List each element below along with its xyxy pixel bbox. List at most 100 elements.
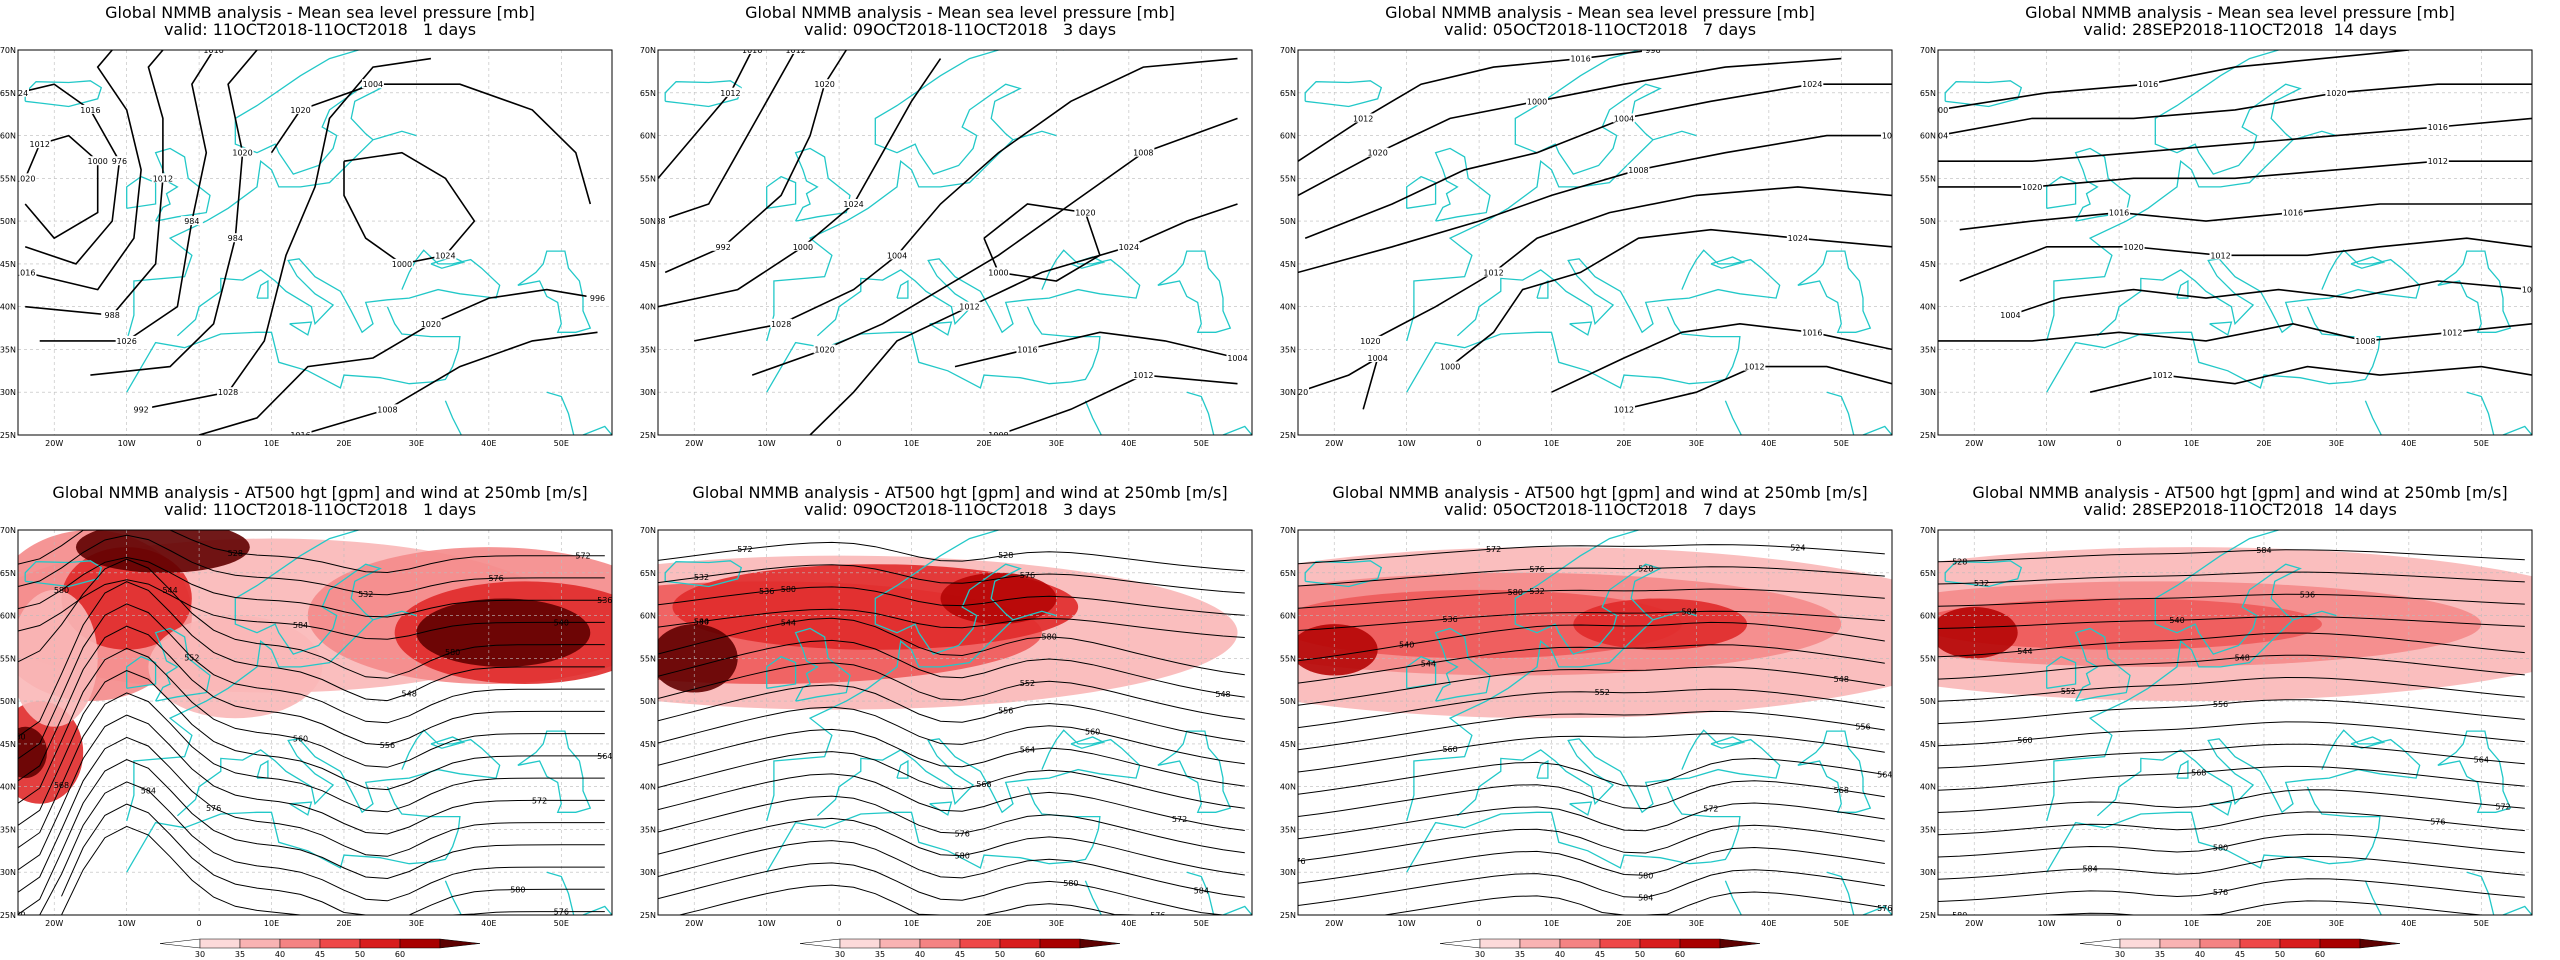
contour-line (39, 781, 605, 915)
contour-label: 556 (998, 707, 1013, 716)
coastline (546, 871, 575, 915)
contour-label: 1016 (15, 268, 35, 277)
latitude-label: 55N (640, 654, 656, 663)
coastline (517, 250, 592, 333)
contour-line (694, 57, 1238, 342)
latitude-label: 65N (640, 89, 656, 98)
latitude-label: 60N (640, 132, 656, 141)
contour-label: 1016 (2522, 286, 2542, 295)
latitude-label: 45N (0, 260, 16, 269)
coastline (444, 880, 463, 915)
contour-label: 556 (380, 741, 395, 750)
coastline (1406, 786, 1741, 873)
contour-line (1298, 710, 1885, 751)
latitude-label: 45N (1280, 260, 1296, 269)
colorbar-swatch (2239, 938, 2281, 949)
contour-label: 540 (554, 618, 569, 627)
coastline (154, 147, 211, 222)
contour-label-bg (130, 404, 153, 414)
contour-line (1938, 743, 2525, 769)
coastline (2046, 130, 2337, 342)
contour-label: 544 (2017, 647, 2032, 656)
latitude-label: 55N (0, 654, 16, 663)
coastline (1434, 147, 1491, 222)
coastline (2176, 279, 2189, 299)
longitude-label: 0 (197, 919, 202, 928)
coastline (1944, 560, 2023, 588)
contour-labels: 528 532 536 540 544 548 552 556 560 564 568 572 576 5… (18, 549, 612, 915)
contour-label: 1024 (435, 251, 455, 260)
longitude-label: 50E (1834, 919, 1849, 928)
jet-stream-shading (18, 589, 98, 727)
contour-label: 976 (112, 157, 127, 166)
coastline (582, 905, 612, 915)
contour-line (658, 564, 1245, 594)
latitude-label: 25N (0, 431, 16, 440)
longitude-label: 40E (1761, 919, 1776, 928)
latitude-label: 55N (0, 174, 16, 183)
latitude-label: 30N (0, 388, 16, 397)
jet-stream-shading (1938, 607, 2018, 659)
mslp-map: 9969889921000100410081012100010041008101… (640, 46, 1253, 448)
contour-label: 1020 (1075, 209, 1095, 218)
coastline (794, 627, 851, 702)
contour-line (1298, 846, 1885, 884)
coastline (1157, 250, 1232, 333)
contour-line (658, 728, 1245, 787)
contour-label: 1000 (1440, 363, 1460, 372)
coastline (1862, 905, 1892, 915)
longitude-label: 10E (1544, 439, 1559, 448)
latitude-label: 70N (1280, 46, 1296, 55)
contour-label: 564 (1020, 746, 1035, 755)
contour-line (1370, 186, 1892, 342)
colorbar-swatch (239, 938, 281, 949)
z500-map: 528 532 536 540 544 548 552 556 560 564 568 572 576 5… (0, 526, 613, 959)
colorbar-tick-label: 40 (1555, 950, 1565, 959)
contour-label: 580 (54, 586, 69, 595)
latitude-label: 60N (1280, 132, 1296, 141)
contour-label: 1016 (1802, 328, 1822, 337)
map-area: 524 528 532 536 540 544 548 552 556 560 564 568 572 5… (1298, 530, 1892, 915)
latitude-label: 40N (1280, 783, 1296, 792)
coastline (1070, 736, 1106, 749)
panel-title: Global NMMB analysis - AT500 hgt [gpm] a… (52, 483, 588, 502)
contour-label: 584 (694, 617, 709, 626)
longitude-label: 10E (264, 919, 279, 928)
coastline (126, 786, 461, 873)
coastline (2466, 391, 2495, 435)
latitude-label: 65N (1280, 89, 1296, 98)
longitude-label: 10E (2184, 919, 2199, 928)
panel-subtitle: valid: 28SEP2018-11OCT2018 14 days (2083, 20, 2397, 39)
contour-label: 1016 (80, 106, 100, 115)
contour-label: 1024 (8, 89, 28, 98)
contour-label: 1000 (1928, 106, 1948, 115)
longitude-label: 50E (554, 439, 569, 448)
colorbar-swatch (2199, 938, 2241, 949)
colorbar-tick-label: 40 (2195, 950, 2205, 959)
colorbar-tick-label: 45 (1595, 950, 1605, 959)
contour-label-bg (1366, 353, 1389, 362)
map-frame (1937, 529, 2533, 916)
latitude-label: 30N (1280, 868, 1296, 877)
contour-line (1938, 878, 2525, 902)
contour-label: 1012 (2428, 157, 2448, 166)
jet-stream-shading (416, 598, 591, 667)
colorbar-swatch (1079, 938, 1121, 949)
longitude-label: 50E (1194, 439, 1209, 448)
contour-label-bg (1786, 233, 1809, 243)
latitude-label: 45N (1920, 740, 1936, 749)
coastline (1406, 610, 1697, 822)
longitude-label: 0 (197, 439, 202, 448)
contour-label: 1020 (2022, 183, 2042, 192)
contour-label-bg (1743, 361, 1766, 371)
coastline (2437, 250, 2512, 333)
colorbar-tick-label: 30 (2115, 950, 2125, 959)
panel-z500-14d: Global NMMB analysis - AT500 hgt [gpm] a… (1920, 480, 2560, 960)
coastline (874, 50, 1064, 175)
mslp-map: 9961000100410081012100010041008101210161… (1280, 46, 1893, 448)
contour-labels: 9961000100410081012100010041008101210161… (1298, 50, 1892, 414)
contour-label: 548 (402, 690, 417, 699)
coastline (1536, 759, 1549, 779)
contour-label-bg (231, 147, 254, 157)
coastline (1514, 50, 1704, 175)
